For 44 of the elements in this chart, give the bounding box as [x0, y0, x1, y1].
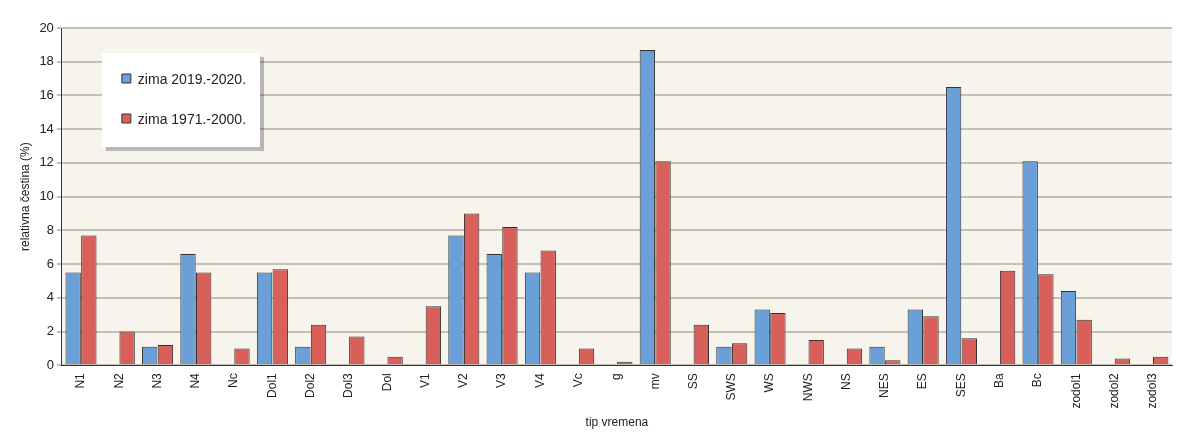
y-tick-label: 12 — [39, 154, 54, 170]
y-tick-label: 6 — [46, 255, 54, 271]
x-tick-label: ES — [915, 373, 930, 390]
y-tick-label: 4 — [46, 289, 54, 305]
x-tick-label: N1 — [73, 372, 88, 389]
x-tick-label: SS — [685, 373, 700, 390]
x-axis-title: tip vremena — [585, 415, 649, 430]
x-tick-label: N4 — [188, 372, 203, 389]
y-tick-label: 8 — [46, 221, 54, 237]
legend-label: zima 2019.-2020. — [137, 70, 247, 87]
y-tick-label: 18 — [39, 53, 54, 69]
x-tick-label: V3 — [494, 372, 509, 388]
x-tick-label: N2 — [111, 372, 126, 389]
x-tick-label: zodol3 — [1145, 372, 1160, 409]
x-tick-label: N3 — [149, 372, 164, 389]
x-tick-label: zodol2 — [1106, 372, 1121, 409]
y-tick-label: 14 — [39, 120, 54, 136]
y-tick-label: 20 — [39, 19, 54, 35]
x-tick-label: zodol1 — [1068, 372, 1083, 409]
legend-label: zima 1971.-2000. — [137, 110, 247, 127]
x-tick-label: g — [609, 373, 624, 380]
x-tick-label: SWS — [724, 373, 739, 401]
x-tick-label: V2 — [456, 372, 471, 388]
x-tick-label: Dol3 — [341, 372, 356, 398]
x-tick-label: Dol — [379, 373, 394, 392]
x-tick-label: NS — [838, 373, 853, 390]
x-tick-label: Vc — [570, 373, 585, 388]
x-tick-label: WS — [762, 373, 777, 393]
x-tick-label: SES — [953, 373, 968, 398]
x-tick-label: mv — [647, 373, 662, 390]
x-tick-label: Bc — [1030, 373, 1045, 388]
x-tick-label: NES — [877, 373, 892, 398]
x-tick-label: V4 — [532, 372, 547, 388]
y-tick-label: 0 — [46, 356, 54, 372]
y-axis-title: relativna čestina (%) — [17, 142, 32, 251]
x-tick-label: NWS — [800, 373, 815, 402]
y-tick-label: 10 — [39, 188, 54, 204]
x-tick-label: Dol1 — [264, 372, 279, 398]
y-tick-label: 16 — [39, 87, 54, 103]
x-tick-label: Nc — [226, 373, 241, 388]
x-tick-label: Dol2 — [303, 372, 317, 398]
y-tick-label: 2 — [46, 323, 54, 339]
x-tick-label: Ba — [992, 372, 1007, 388]
x-tick-label: V1 — [417, 372, 432, 388]
